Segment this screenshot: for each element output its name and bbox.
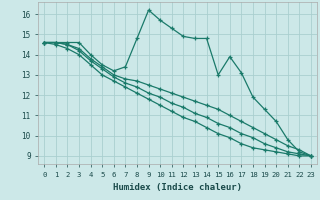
X-axis label: Humidex (Indice chaleur): Humidex (Indice chaleur) [113, 183, 242, 192]
